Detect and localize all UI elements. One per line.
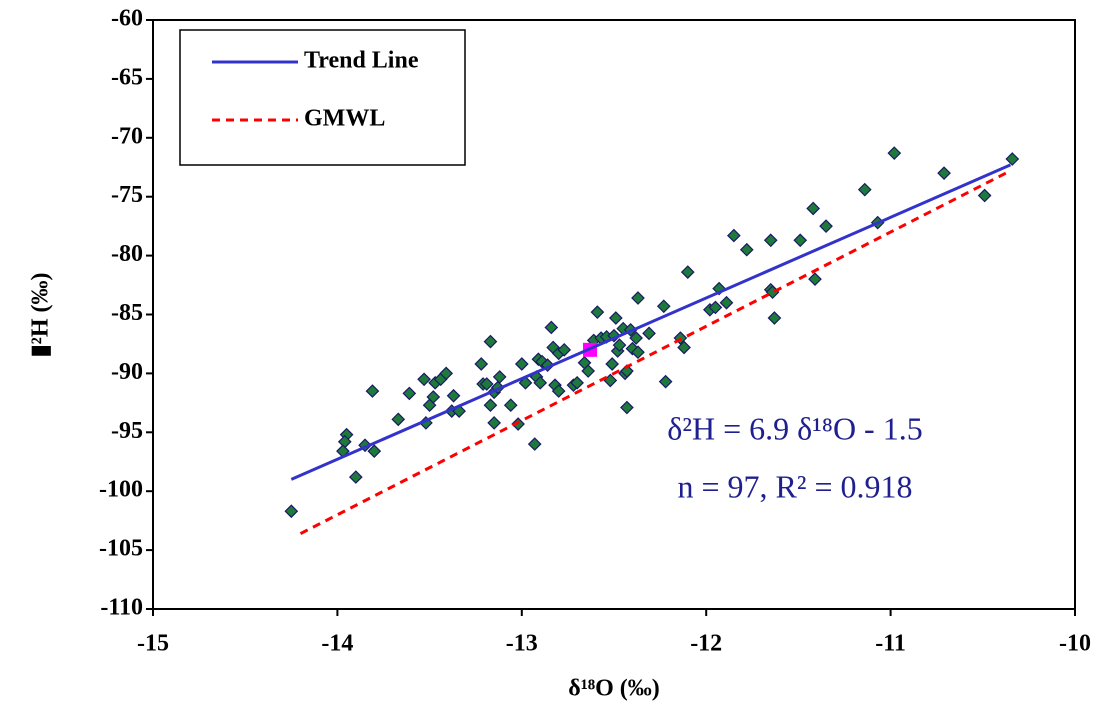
point [937, 166, 951, 180]
annotation: n = 97, R² = 0.918 [677, 468, 912, 504]
point [677, 340, 691, 355]
annotation: δ²H = 6.9 δ¹⁸O - 1.5 [667, 410, 922, 446]
legend-box [179, 29, 466, 166]
point [590, 305, 605, 319]
point [808, 272, 822, 287]
point [533, 375, 548, 390]
y-tick-label: -95 [111, 418, 143, 444]
point [365, 384, 380, 398]
line [299, 169, 1012, 535]
point [819, 219, 833, 233]
point [348, 470, 363, 484]
point [503, 398, 518, 413]
point [793, 233, 808, 248]
point [1005, 152, 1020, 166]
point [557, 342, 572, 357]
x-tick-label: -11 [875, 631, 906, 657]
point [857, 182, 872, 197]
point [608, 311, 623, 325]
point [708, 300, 723, 315]
point [492, 370, 507, 384]
x-tick-label: -15 [137, 631, 169, 657]
point [514, 357, 529, 371]
y-tick-label: -65 [111, 64, 143, 90]
point [439, 366, 454, 381]
point [551, 384, 566, 398]
point [402, 386, 417, 401]
point [739, 242, 754, 257]
point [417, 372, 431, 387]
point [680, 265, 695, 279]
y-tick-label: -70 [111, 123, 143, 149]
point [605, 357, 620, 371]
point [629, 331, 643, 345]
point [483, 398, 498, 413]
y-tick-label: -105 [99, 536, 143, 562]
point [977, 188, 992, 203]
point [474, 357, 489, 371]
point [581, 364, 596, 378]
x-tick-label: -10 [1059, 631, 1091, 657]
y-tick-label: -80 [111, 241, 143, 267]
point [544, 320, 559, 335]
legend-label: Trend Line [304, 48, 419, 74]
point [642, 326, 656, 341]
y-tick-label: -75 [111, 182, 143, 208]
point [479, 377, 494, 391]
line [290, 163, 1012, 481]
point [727, 228, 741, 243]
point [426, 390, 441, 404]
point [612, 338, 627, 352]
point [487, 416, 501, 430]
point [620, 364, 634, 378]
point [806, 201, 821, 216]
x-tick-label: -14 [321, 631, 353, 657]
point [763, 233, 778, 248]
point [570, 375, 584, 390]
point [656, 299, 671, 314]
point [527, 437, 542, 451]
point [887, 146, 902, 160]
point [446, 388, 461, 403]
legend-label: GMWL [304, 106, 385, 132]
point [284, 504, 299, 519]
y-tick-label: -100 [99, 477, 143, 503]
point [367, 444, 382, 458]
point [719, 295, 734, 310]
x-axis-label: δ¹⁸O (‰) [568, 676, 660, 702]
point [631, 345, 645, 360]
y-tick-label: -110 [100, 595, 143, 621]
point [483, 334, 498, 349]
point [631, 291, 645, 305]
y-tick-label: -90 [111, 359, 143, 385]
point [391, 412, 406, 427]
y-tick-label: -60 [111, 6, 143, 32]
point [620, 400, 634, 415]
y-axis-label: ▮²H (‰) [28, 272, 54, 357]
x-tick-label: -13 [506, 631, 538, 657]
x-tick-label: -12 [690, 631, 722, 657]
point [767, 311, 782, 325]
y-tick-label: -85 [111, 300, 143, 326]
point [658, 374, 673, 389]
